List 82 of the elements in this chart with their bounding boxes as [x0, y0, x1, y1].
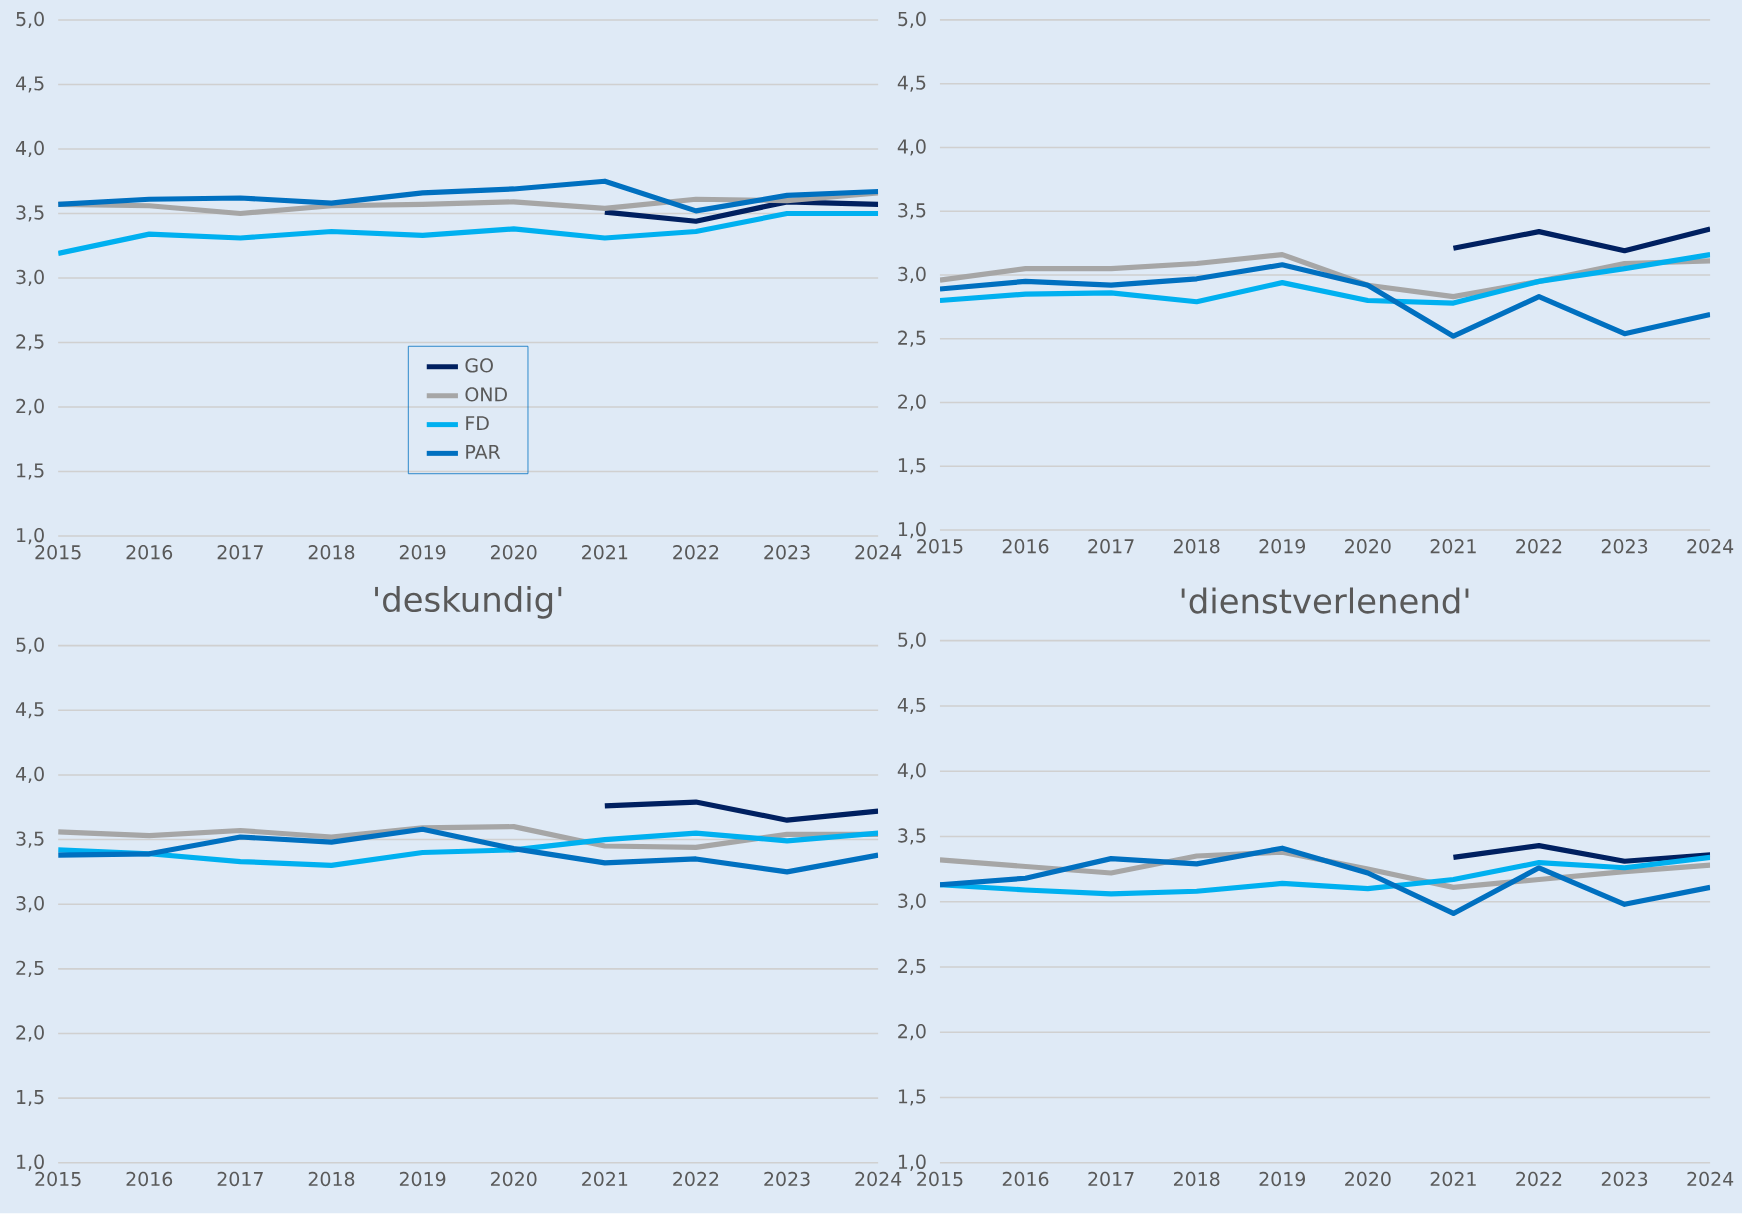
- x-tick-label: 2016: [1002, 1172, 1049, 1187]
- y-tick-label: 3,5: [898, 203, 926, 220]
- y-tick-label: 3,0: [898, 893, 926, 911]
- x-tick-label: 2021: [582, 545, 628, 560]
- x-tick-label: 2019: [1259, 1172, 1305, 1187]
- y-tick-label: 4,5: [897, 75, 926, 92]
- y-tick-label: 2,0: [898, 1024, 926, 1041]
- y-tick-label: 1,5: [898, 1089, 926, 1106]
- y-tick-label: 2,0: [16, 1025, 44, 1042]
- x-tick-label: 2016: [126, 1172, 173, 1187]
- y-tick-label: 2,5: [16, 334, 44, 351]
- x-tick-label: 2018: [308, 1172, 355, 1187]
- y-tick-label: 5,0: [16, 12, 44, 29]
- x-tick-label: 2018: [1173, 539, 1220, 554]
- y-tick-label: 4,0: [15, 141, 44, 158]
- y-tick-label: 3,0: [898, 267, 926, 284]
- x-tick-label: 2021: [582, 1172, 628, 1187]
- y-tick-label: 3,0: [16, 270, 44, 287]
- x-tick-label: 2020: [490, 545, 537, 560]
- x-tick-label: 2017: [217, 1172, 263, 1187]
- y-tick-label: 1,5: [17, 463, 44, 480]
- x-tick-label: 2022: [1516, 1172, 1562, 1187]
- x-tick-label: 2023: [764, 1172, 810, 1187]
- x-tick-label: 2024: [855, 545, 902, 560]
- y-tick-label: 2,5: [16, 960, 44, 978]
- legend-label: PAR: [466, 445, 501, 459]
- x-tick-label: 2023: [1601, 1172, 1648, 1187]
- y-tick-label: 1,0: [17, 528, 44, 545]
- x-tick-label: 2022: [1516, 539, 1562, 554]
- x-tick-label: 2024: [1687, 1172, 1734, 1187]
- y-tick-label: 2,5: [898, 330, 926, 348]
- y-tick-label: 5,0: [16, 637, 44, 654]
- y-tick-label: 1,0: [898, 522, 926, 539]
- legend-label: GO: [465, 358, 493, 373]
- y-tick-label: 3,5: [16, 831, 44, 848]
- y-tick-label: 4,5: [15, 76, 44, 93]
- y-tick-label: 1,5: [17, 1090, 44, 1107]
- x-tick-label: 2015: [35, 545, 81, 560]
- x-tick-label: 2016: [126, 545, 173, 560]
- x-tick-label: 2016: [1002, 539, 1049, 554]
- y-tick-label: 4,0: [897, 139, 926, 156]
- y-tick-label: 2,5: [898, 959, 926, 976]
- x-tick-label: 2022: [673, 1172, 719, 1187]
- y-tick-label: 4,5: [897, 698, 926, 715]
- chart-title: 'deskundig': [375, 586, 562, 619]
- x-tick-label: 2024: [855, 1172, 902, 1187]
- y-tick-label: 1,0: [17, 1154, 44, 1172]
- x-tick-label: 2021: [1430, 1172, 1476, 1187]
- y-tick-label: 2,0: [16, 399, 44, 416]
- y-tick-label: 4,5: [15, 702, 44, 719]
- y-tick-label: 3,5: [898, 828, 926, 845]
- x-tick-label: 2017: [1088, 539, 1134, 554]
- y-tick-label: 2,0: [898, 394, 926, 411]
- x-tick-label: 2022: [673, 545, 719, 560]
- x-tick-label: 2017: [217, 545, 263, 560]
- x-tick-label: 2020: [1345, 539, 1391, 554]
- x-tick-label: 2015: [35, 1172, 81, 1187]
- legend-label: FD: [466, 416, 489, 431]
- x-tick-label: 2015: [917, 1172, 963, 1187]
- x-tick-label: 2019: [1259, 539, 1305, 554]
- x-tick-label: 2019: [399, 545, 446, 560]
- y-tick-label: 4,0: [15, 767, 44, 784]
- x-tick-label: 2023: [764, 545, 810, 560]
- y-tick-label: 3,5: [16, 205, 44, 222]
- y-tick-label: 5,0: [898, 12, 926, 29]
- x-tick-label: 2020: [490, 1172, 537, 1187]
- x-tick-label: 2015: [917, 539, 963, 554]
- y-tick-label: 5,0: [898, 632, 926, 649]
- x-tick-label: 2018: [308, 545, 355, 560]
- chart-title: 'dienstverlenend': [1181, 587, 1469, 614]
- y-tick-label: 4,0: [897, 763, 926, 780]
- x-tick-label: 2017: [1088, 1172, 1134, 1187]
- x-tick-label: 2021: [1430, 539, 1476, 554]
- legend-label: OND: [465, 387, 507, 402]
- x-tick-label: 2024: [1687, 539, 1734, 554]
- y-tick-label: 3,0: [16, 896, 44, 913]
- y-tick-label: 1,0: [898, 1154, 926, 1172]
- x-tick-label: 2023: [1601, 539, 1648, 554]
- x-tick-label: 2019: [399, 1172, 446, 1187]
- x-tick-label: 2020: [1345, 1172, 1391, 1187]
- y-tick-label: 1,5: [898, 458, 926, 475]
- x-tick-label: 2018: [1173, 1172, 1220, 1187]
